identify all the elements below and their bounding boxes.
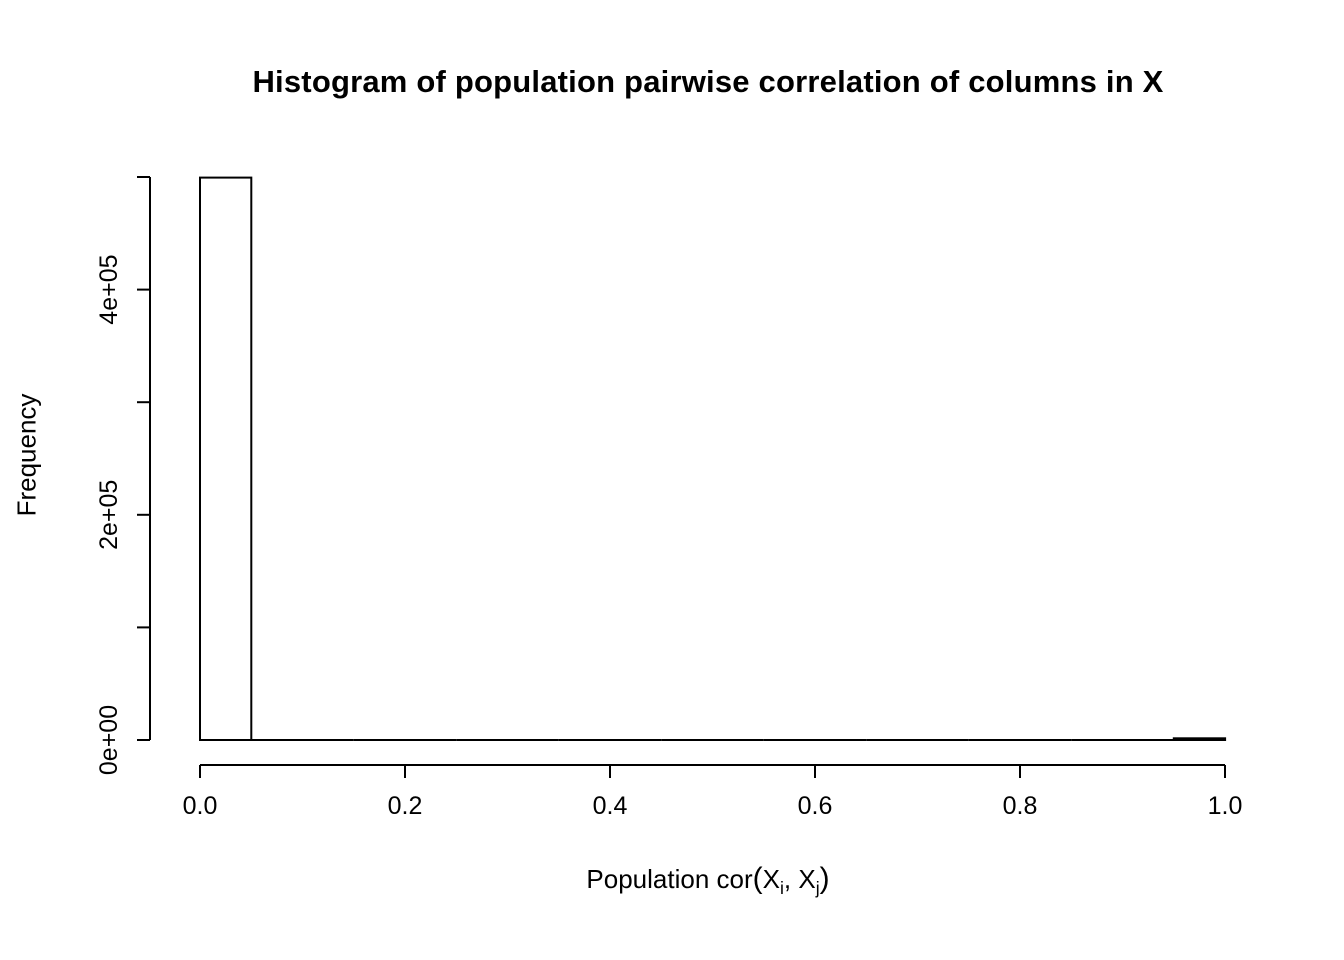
histogram-bar	[199, 176, 253, 742]
x-axis-tick-label: 0.0	[183, 792, 218, 820]
y-axis-tick-label: 4e+05	[95, 254, 123, 324]
x-axis-label-sub-i: i	[779, 878, 784, 899]
y-axis-tick-label: 0e+00	[95, 705, 123, 775]
x-axis-tick-label: 0.2	[388, 792, 423, 820]
x-axis-tick-label: 0.8	[1003, 792, 1038, 820]
x-axis-tick-label: 0.4	[593, 792, 628, 820]
x-axis-tick-label: 1.0	[1208, 792, 1243, 820]
chart-title: Histogram of population pairwise correla…	[252, 64, 1164, 99]
x-axis-label-open-paren: (	[752, 862, 763, 895]
x-axis-tick-label: 0.6	[798, 792, 833, 820]
y-axis-tick-label: 2e+05	[95, 480, 123, 550]
x-axis-label-var1: X	[762, 864, 780, 894]
x-axis-label-sub-j: j	[815, 878, 820, 899]
x-axis-label-var2: X	[798, 864, 816, 894]
x-axis-label-prefix: Population cor	[586, 864, 753, 894]
x-axis-label-close-paren: )	[819, 862, 830, 895]
histogram-bar	[1172, 737, 1227, 741]
x-axis-label: Population cor(Xi, Xj)	[150, 862, 1266, 899]
x-axis-label-separator: ,	[783, 864, 799, 894]
